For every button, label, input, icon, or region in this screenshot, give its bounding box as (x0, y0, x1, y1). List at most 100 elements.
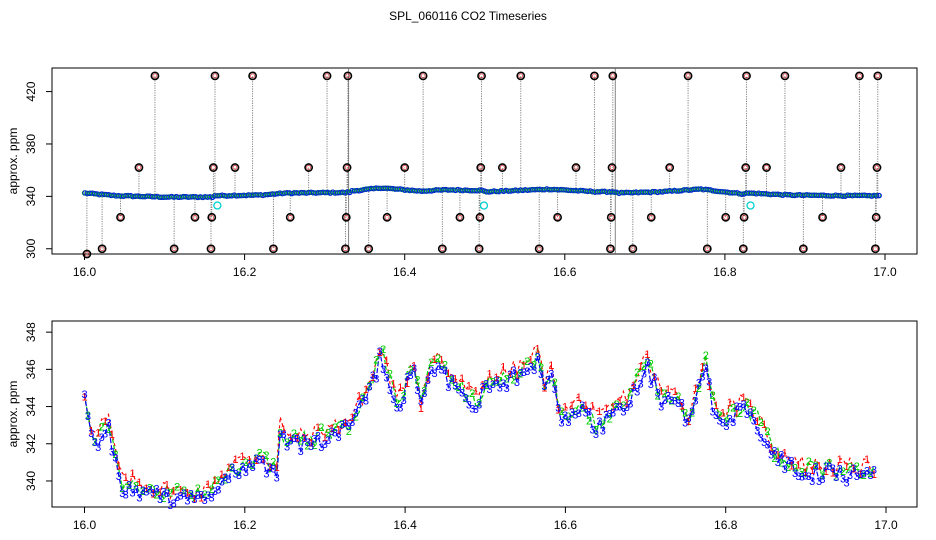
series-symbol-3: 3 (830, 463, 836, 475)
series-symbol-2: 2 (634, 367, 640, 379)
spike-point (475, 212, 485, 222)
series-symbol-3: 3 (795, 471, 801, 483)
series-symbol-2: 2 (208, 484, 214, 496)
series-symbol-3: 3 (507, 369, 513, 381)
series-symbol-1: 1 (356, 391, 362, 403)
series-symbol-2: 2 (435, 353, 441, 365)
spike-point-inner (744, 73, 749, 79)
spike-point-inner (555, 215, 560, 220)
series-symbol-3: 3 (861, 469, 867, 481)
series-symbol-3: 3 (88, 428, 94, 440)
series-symbol-1: 1 (843, 461, 849, 473)
series-symbol-3: 3 (809, 476, 815, 488)
series-symbol-3: 3 (109, 447, 115, 459)
series-symbol-2: 2 (99, 421, 105, 433)
series-symbol-3: 3 (483, 378, 489, 390)
series-symbol-3: 3 (675, 398, 681, 410)
spike-point-inner (99, 246, 105, 252)
series-symbol-1: 1 (617, 396, 623, 408)
series-symbol-2: 2 (620, 400, 626, 412)
series-symbol-2: 2 (497, 376, 503, 388)
series-symbol-3: 3 (638, 378, 644, 390)
bottom-x-tick-label: 17.0 (874, 518, 898, 532)
spike-point (607, 163, 617, 172)
series-symbol-3: 3 (689, 406, 695, 418)
series-symbol-3: 3 (559, 418, 565, 430)
series-symbol-1: 1 (253, 455, 259, 467)
series-symbol-2: 2 (662, 388, 668, 400)
spike-point (190, 212, 200, 222)
spike-point (206, 244, 216, 254)
series-symbol-3: 3 (147, 484, 153, 496)
series-symbol-3: 3 (250, 462, 256, 474)
series-symbol-3: 3 (287, 435, 293, 447)
series-symbol-3: 3 (617, 402, 623, 414)
series-symbol-3: 3 (593, 429, 599, 441)
series-symbol-3: 3 (281, 429, 287, 441)
series-symbol-2: 2 (861, 470, 867, 482)
series-symbol-3: 3 (555, 402, 561, 414)
series-symbol-3: 3 (486, 384, 492, 396)
series-symbol-3: 3 (298, 446, 304, 458)
series-symbol-3: 3 (195, 490, 201, 502)
series-symbol-3: 3 (710, 406, 716, 418)
series-symbol-2: 2 (154, 490, 160, 502)
spike-point-inner (592, 73, 597, 79)
series-symbol-1: 1 (198, 492, 204, 504)
series-symbol-1: 1 (150, 488, 156, 500)
spike-point-inner (420, 73, 426, 79)
series-symbol-2: 2 (263, 450, 269, 462)
spike-point (741, 163, 751, 172)
spike-point (169, 244, 179, 254)
spike-point-inner (764, 165, 769, 170)
spike-point (870, 244, 880, 254)
series-symbol-1: 1 (541, 383, 547, 395)
series-symbol-3: 3 (394, 402, 400, 414)
series-symbol-3: 3 (634, 387, 640, 399)
series-symbol-3: 3 (459, 388, 465, 400)
spike-point-inner (743, 165, 749, 170)
series-symbol-3: 3 (610, 408, 616, 420)
spike-point-inner (704, 246, 710, 252)
spike-point (739, 212, 749, 222)
series-symbol-3: 3 (843, 477, 849, 489)
series-symbol-3: 3 (356, 399, 362, 411)
series-symbol-1: 1 (658, 386, 664, 398)
series-symbol-2: 2 (552, 377, 558, 389)
series-symbol-1: 1 (569, 400, 575, 412)
series-symbol-2: 2 (806, 456, 812, 468)
series-symbol-3: 3 (466, 400, 472, 412)
spike-point-inner (500, 165, 505, 170)
spike-point-inner (457, 215, 463, 220)
spike-point (590, 71, 599, 81)
series-symbol-1: 1 (88, 426, 94, 438)
series-symbol-1: 1 (507, 369, 513, 381)
panel-top-ylabel: approx. ppm (6, 128, 20, 195)
series-symbol-2: 2 (517, 369, 523, 381)
series-symbol-3: 3 (284, 442, 290, 454)
series-symbol-3: 3 (826, 461, 832, 473)
series-symbol-1: 1 (390, 378, 396, 390)
series-symbol-2: 2 (449, 374, 455, 386)
series-symbol-3: 3 (816, 476, 822, 488)
series-symbol-2: 2 (85, 410, 91, 422)
series-symbol-2: 2 (298, 436, 304, 448)
series-symbol-3: 3 (716, 415, 722, 427)
panel-top-axes: 16.0 16.2 16.4 16.6 16.8 17.0 300 340 380 420 (24, 81, 897, 279)
series-symbol-1: 1 (377, 347, 383, 359)
spike-point (836, 163, 846, 172)
series-symbol-3: 3 (668, 395, 674, 407)
spike-point (341, 212, 351, 222)
series-symbol-1: 1 (232, 454, 238, 466)
spike-point (82, 249, 92, 259)
series-symbol-3: 3 (854, 471, 860, 483)
series-symbol-3: 3 (428, 365, 434, 377)
series-symbol-3: 3 (198, 489, 204, 501)
spike-point-inner (667, 165, 672, 170)
spike-point-inner (518, 73, 524, 79)
series-symbol-2: 2 (648, 359, 654, 371)
spike-point-inner (630, 246, 636, 252)
series-symbol-2: 2 (373, 354, 379, 366)
series-symbol-3: 3 (353, 407, 359, 419)
series-symbol-2: 2 (325, 427, 331, 439)
